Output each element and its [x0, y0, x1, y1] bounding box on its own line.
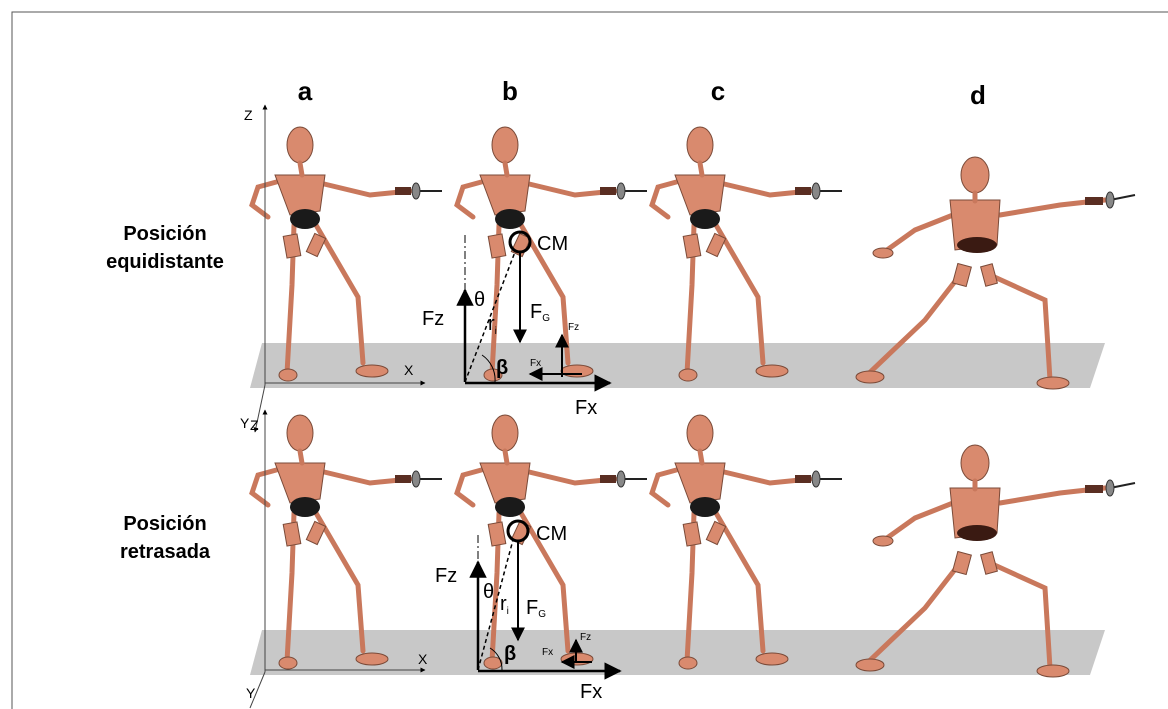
- force-label: Fx: [542, 647, 553, 658]
- angle-label: θ: [474, 289, 485, 311]
- column-label: b: [502, 76, 518, 106]
- force-label: Fz: [580, 632, 591, 643]
- force-label: Fz: [422, 308, 444, 330]
- column-label: d: [970, 80, 986, 110]
- fencers: [252, 127, 1135, 677]
- row-label: retrasada: [120, 541, 211, 563]
- force-label: FG: [526, 597, 546, 620]
- axis-label: Y: [246, 685, 256, 701]
- axis-label: Y: [240, 415, 250, 431]
- axis-label: X: [404, 362, 414, 378]
- axes: [250, 105, 425, 708]
- force-label: Fx: [580, 681, 602, 703]
- axis-label: X: [418, 651, 428, 667]
- cm-label: CM: [536, 523, 567, 545]
- column-label: a: [298, 76, 313, 106]
- radius-label: ri: [500, 593, 509, 617]
- angle-label: β: [504, 643, 516, 665]
- row-label: equidistante: [106, 251, 224, 273]
- cm-label: CM: [537, 233, 568, 255]
- force-label: Fx: [575, 397, 597, 419]
- figure: a b c d Posición equidistante Posición r…: [0, 0, 1168, 709]
- force-label: Fz: [568, 322, 579, 333]
- angle-label: θ: [483, 581, 494, 603]
- force-label: Fx: [530, 358, 541, 369]
- force-label: Fz: [435, 565, 457, 587]
- row-label: Posición: [123, 513, 206, 535]
- force-label: FG: [530, 301, 550, 324]
- floor: [250, 630, 1105, 675]
- axis-label: Z: [244, 107, 253, 123]
- axis-label: Z: [250, 417, 259, 433]
- row-label: Posición: [123, 223, 206, 245]
- column-label: c: [711, 76, 725, 106]
- angle-label: β: [496, 357, 508, 379]
